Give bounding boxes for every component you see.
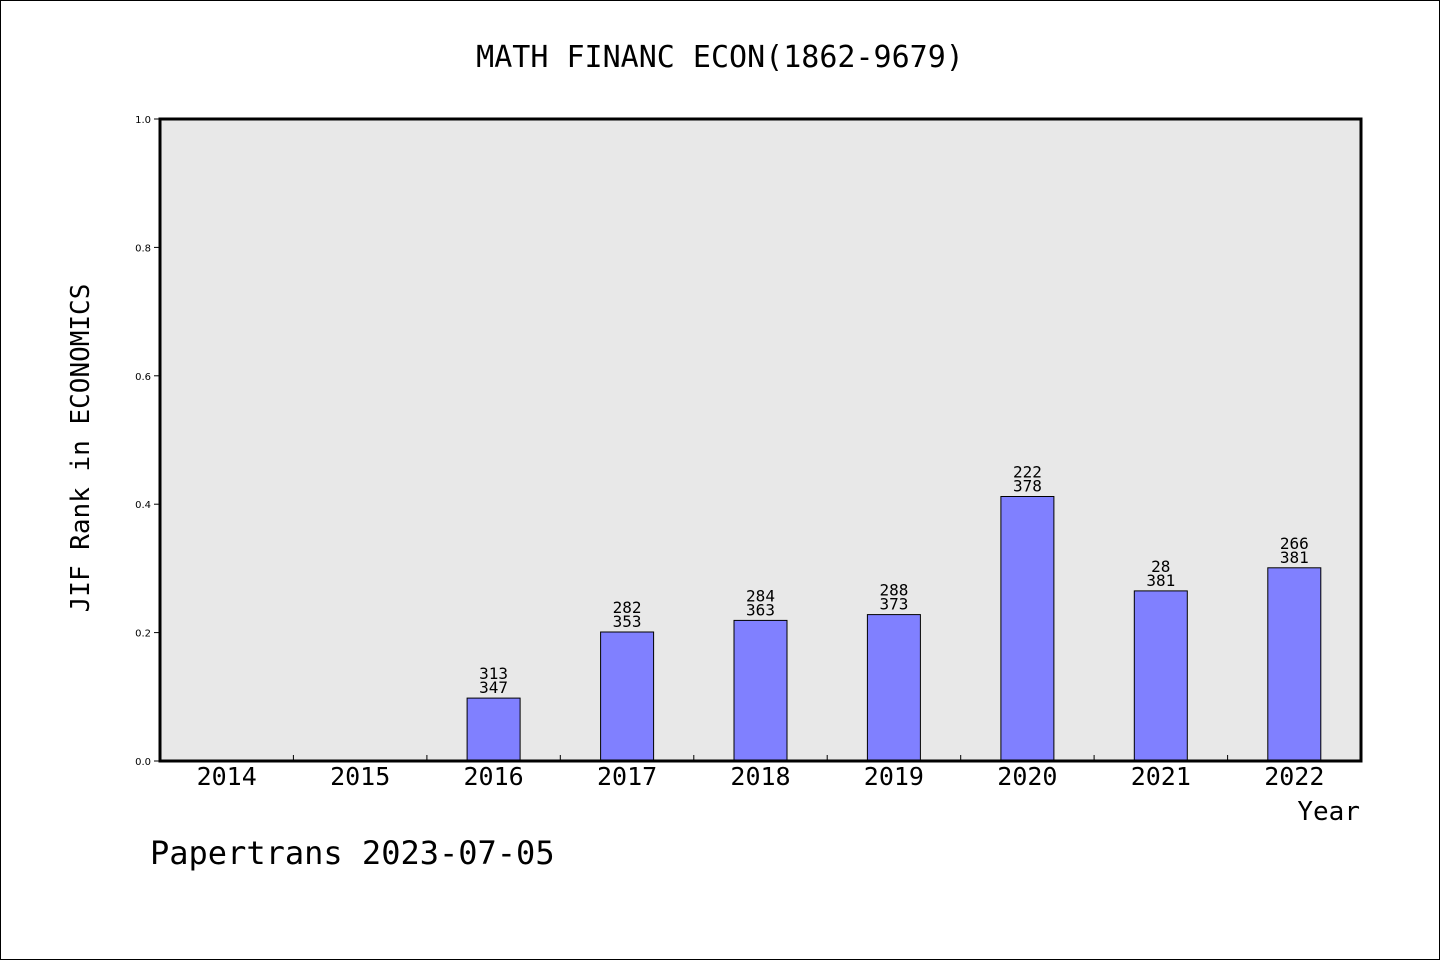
- bars-group: [466, 496, 1322, 762]
- bar-labels-group: 3133472823532843632883732223782838126638…: [479, 463, 1309, 698]
- bar-2017: [600, 631, 655, 762]
- x-axis: 2014 2015 2016 2017 2018 2019 2020 2021 2022: [197, 755, 1324, 791]
- x-tick-label-2020: 2020: [997, 762, 1057, 791]
- bar-2020: [1000, 496, 1055, 762]
- bar-label-top-2016: 313: [479, 664, 508, 683]
- x-tick-label-2015: 2015: [330, 762, 390, 791]
- bar-label-bottom-2019: 373: [879, 595, 908, 614]
- bar-2016: [466, 697, 521, 762]
- bar-2022: [1267, 567, 1322, 762]
- x-axis-label: Year: [1297, 797, 1360, 827]
- y-tick-label-1.0: 1.0: [135, 115, 151, 126]
- bar-2018: [733, 619, 788, 762]
- x-tick-label-2018: 2018: [730, 762, 790, 791]
- x-tick-label-2022: 2022: [1264, 762, 1324, 791]
- plot-border: [158, 117, 1363, 763]
- x-tick-label-2017: 2017: [597, 762, 657, 791]
- y-axis: 0.0 0.2 0.4 0.6 0.8 1.0: [135, 115, 160, 768]
- bar-label-top-2020: 222: [1013, 463, 1042, 482]
- x-tick-label-2016: 2016: [463, 762, 523, 791]
- y-tick-label-0.2: 0.2: [135, 629, 151, 640]
- y-axis-label: JIF Rank in ECONOMICS: [66, 284, 96, 613]
- y-tick-label-0.8: 0.8: [135, 243, 151, 254]
- x-tick-label-2021: 2021: [1131, 762, 1191, 791]
- bar-label-top-2018: 284: [746, 586, 775, 605]
- bar-label-top-2019: 288: [879, 581, 908, 600]
- chart-title: MATH FINANC ECON(1862-9679): [476, 40, 964, 75]
- x-tick-label-2014: 2014: [197, 762, 257, 791]
- bar-label-bottom-2021: 381: [1146, 571, 1175, 590]
- bar-2021: [1133, 590, 1188, 762]
- x-tick-label-2019: 2019: [864, 762, 924, 791]
- y-tick-label-0.4: 0.4: [135, 500, 151, 511]
- bar-label-top-2017: 282: [613, 598, 642, 617]
- bar-label-bottom-2017: 353: [613, 612, 642, 631]
- bar-2019: [866, 614, 921, 762]
- y-tick-label-0.6: 0.6: [135, 372, 151, 383]
- y-tick-label-0.0: 0.0: [135, 757, 151, 768]
- footer-credit: Papertrans 2023-07-05: [150, 834, 555, 872]
- bar-label-top-2022: 266: [1280, 534, 1309, 553]
- bar-label-bottom-2020: 378: [1013, 477, 1042, 496]
- bar-label-bottom-2018: 363: [746, 600, 775, 619]
- bar-label-bottom-2022: 381: [1280, 548, 1309, 567]
- bar-label-top-2021: 28: [1151, 557, 1170, 576]
- bar-label-bottom-2016: 347: [479, 678, 508, 697]
